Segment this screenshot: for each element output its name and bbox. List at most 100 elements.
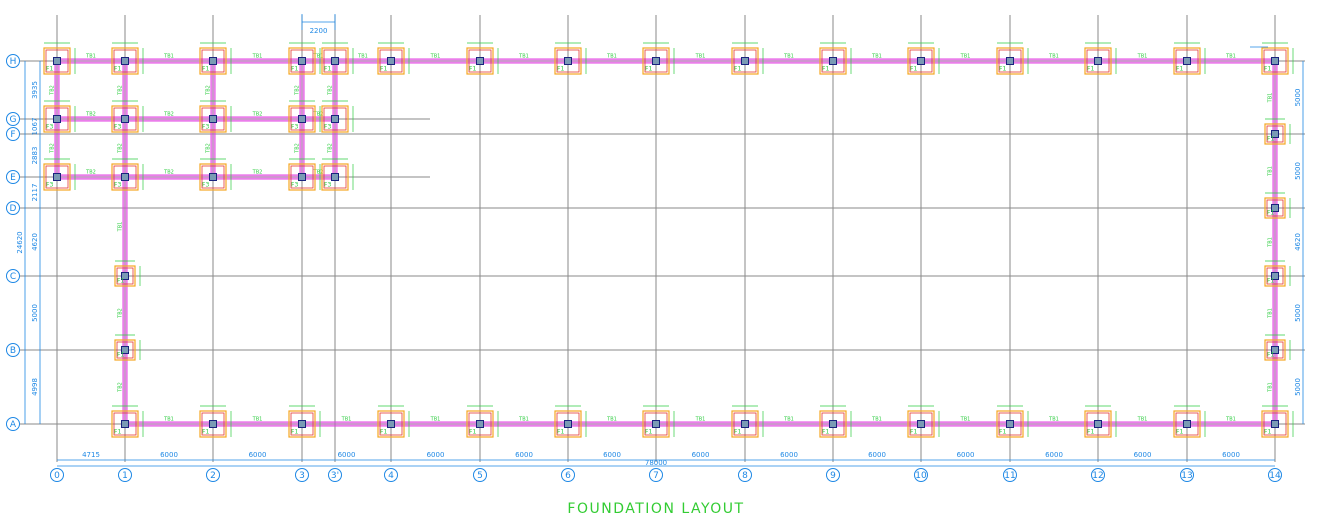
footing-label: F1 <box>999 429 1006 436</box>
row-bubble <box>6 201 20 215</box>
pedestal <box>209 420 217 428</box>
footing-label: F1 <box>910 429 917 436</box>
footing-pad-inner <box>1175 49 1199 73</box>
footing: F1 <box>642 405 675 438</box>
footing-label: F1 <box>1176 66 1183 73</box>
footing-label: F1 <box>380 66 387 73</box>
footing-pad-inner <box>323 107 347 131</box>
footing-pad <box>466 410 494 438</box>
dimension: 6000 <box>249 451 267 459</box>
dimension: 5000 <box>1294 89 1302 107</box>
footing-pad-inner <box>821 412 845 436</box>
beam-label: TB1 <box>252 54 263 60</box>
footing: F1 <box>996 405 1029 438</box>
row-label: A <box>10 420 17 430</box>
beam-label: TB1 <box>1268 237 1274 248</box>
pedestal <box>1271 204 1279 212</box>
row-label: D <box>10 204 17 214</box>
footing-pad <box>288 163 316 191</box>
column-bubble <box>473 468 487 482</box>
footing-pad-inner <box>45 165 69 189</box>
footing-pad-inner <box>45 107 69 131</box>
footing-pad-inner <box>379 49 403 73</box>
pedestal <box>1006 57 1014 65</box>
column-label: 3' <box>331 471 339 481</box>
beam-label: TB1 <box>695 54 706 60</box>
row-label: H <box>10 57 17 67</box>
beam-label: TB2 <box>295 143 301 154</box>
pedestal <box>387 57 395 65</box>
footing-pad-inner <box>556 412 580 436</box>
column-label: 9 <box>830 471 836 481</box>
footing-label: F1 <box>380 429 387 436</box>
pedestal <box>121 420 129 428</box>
beam-label: TB1 <box>695 417 706 423</box>
pedestal <box>298 173 306 181</box>
footing: F1 <box>114 334 141 361</box>
footing-pad <box>642 47 670 75</box>
pedestal <box>298 115 306 123</box>
pedestal <box>741 420 749 428</box>
beam-label: TB2 <box>118 85 124 96</box>
column-bubble <box>561 468 575 482</box>
row-bubble <box>6 343 20 357</box>
beam-label: TB1 <box>1048 417 1059 423</box>
footing-pad <box>731 47 759 75</box>
footing-pad-inner <box>323 165 347 189</box>
footing: F1 <box>554 42 587 75</box>
dimension: 4620 <box>1294 233 1302 251</box>
pedestal <box>652 420 660 428</box>
dimension: 6000 <box>338 451 356 459</box>
column-bubble <box>206 468 220 482</box>
beam-label: TB1 <box>606 417 617 423</box>
footing-label: F1 <box>1267 210 1274 217</box>
beam-label: TB2 <box>163 112 174 118</box>
footing: F3 <box>321 100 354 133</box>
beam-label: TB2 <box>295 85 301 96</box>
footing: F3 <box>43 158 76 191</box>
footing-pad-inner <box>113 165 137 189</box>
footing-pad-inner <box>1266 125 1284 143</box>
pedestal <box>121 346 129 354</box>
footing-label: F1 <box>734 429 741 436</box>
footing-label: F1 <box>999 66 1006 73</box>
dimension: 4715 <box>82 451 100 459</box>
footing-pad <box>1264 265 1286 287</box>
dimension: 5000 <box>1294 378 1302 396</box>
footing-label: F1 <box>117 278 124 285</box>
footing-pad-inner <box>1175 412 1199 436</box>
dimension: 4620 <box>31 233 39 251</box>
footing-pad-inner <box>1263 49 1287 73</box>
pedestal <box>209 115 217 123</box>
footing-pad-inner <box>290 412 314 436</box>
beam-label: TB2 <box>313 112 324 118</box>
pedestal <box>476 57 484 65</box>
footing-label: F1 <box>734 66 741 73</box>
footing-pad-inner <box>1263 412 1287 436</box>
column-bubble <box>50 468 64 482</box>
footing-pad <box>996 47 1024 75</box>
pedestal <box>917 420 925 428</box>
beam-label: TB2 <box>163 170 174 176</box>
beam-label: TB2 <box>313 170 324 176</box>
footing-pad <box>1084 47 1112 75</box>
beam-label: TB2 <box>328 143 334 154</box>
footing-pad-inner <box>379 412 403 436</box>
beam-label: TB2 <box>50 143 56 154</box>
footing-pad-inner <box>116 267 134 285</box>
footing: F1 <box>114 260 141 287</box>
footing-pad <box>111 410 139 438</box>
dimension: 5000 <box>1294 304 1302 322</box>
footing-label: F1 <box>557 429 564 436</box>
footing-pad <box>199 105 227 133</box>
pedestal <box>1006 420 1014 428</box>
footing-pad <box>377 410 405 438</box>
dimension: 6000 <box>1045 451 1063 459</box>
footing-pad-inner <box>1086 49 1110 73</box>
footing-pad-inner <box>909 412 933 436</box>
pedestal <box>387 420 395 428</box>
footing-pad <box>819 410 847 438</box>
beam-label: TB2 <box>118 308 124 319</box>
footing-pad <box>1264 339 1286 361</box>
